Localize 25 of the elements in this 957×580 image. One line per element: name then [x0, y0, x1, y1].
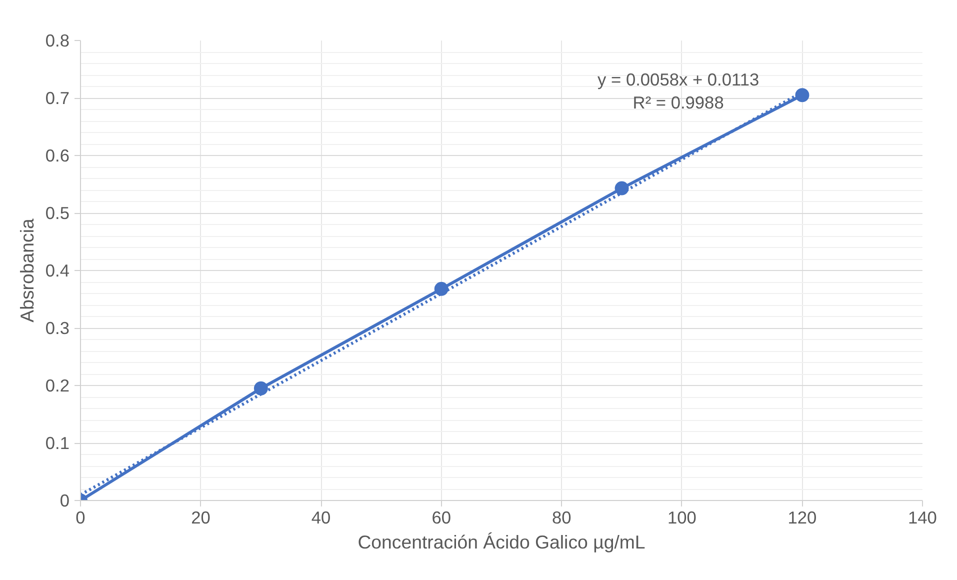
y-tick-label: 0.1 [45, 433, 70, 453]
y-tick-label: 0 [60, 490, 70, 510]
point [434, 282, 448, 296]
x-tick-label: 140 [908, 508, 937, 528]
y-tick-label: 0.7 [45, 88, 70, 108]
x-tick-label: 40 [311, 508, 331, 528]
y-tick-label: 0.2 [45, 376, 70, 396]
annotation: R² = 0.9988 [632, 92, 724, 113]
y-tick-label: 0.6 [45, 146, 70, 166]
x-tick-label: 20 [191, 508, 210, 528]
y-tick-label: 0.3 [45, 318, 70, 338]
annotation: y = 0.0058x + 0.0113 [598, 70, 760, 90]
x-tick-label: 100 [667, 508, 696, 528]
x-tick-label: 80 [552, 508, 572, 528]
x-axis-title: Concentración Ácido Galico µg/mL [358, 532, 646, 552]
point [795, 88, 810, 102]
y-tick-label: 0.5 [45, 203, 70, 223]
y-tick-label: 0.4 [45, 260, 70, 280]
y-tick-label: 0.8 [45, 30, 70, 50]
y-axis-title: Absrobancia [16, 218, 38, 322]
point [614, 181, 629, 196]
x-tick-label: 0 [76, 508, 86, 528]
x-tick-label: 120 [788, 508, 817, 528]
point [254, 381, 268, 396]
x-tick-label: 60 [432, 508, 451, 528]
